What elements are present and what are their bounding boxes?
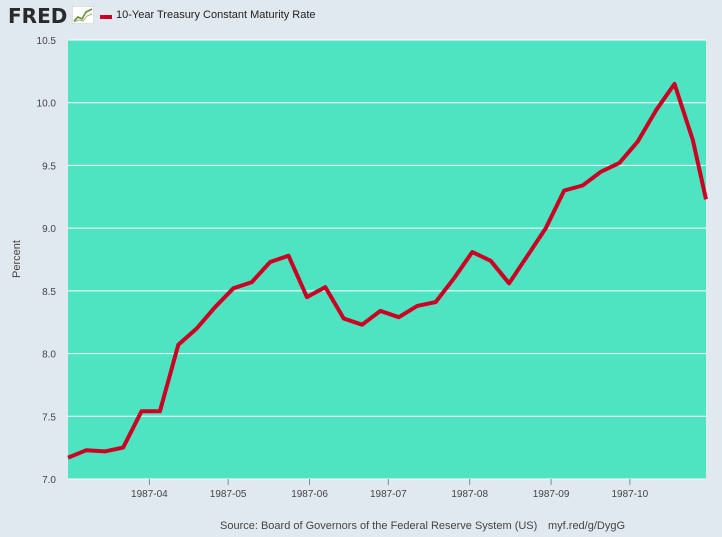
x-tick-label: 1987-05 [210,489,247,500]
y-axis-label: Percent [11,240,23,278]
x-tick-label: 1987-09 [533,489,570,500]
x-axis-ticks: 1987-04 1987-05 1987-06 1987-07 1987-08 1987-… [131,479,649,500]
chart-header: FRED 10-Year Treasury Constant Maturity … [0,0,722,34]
legend-swatch [100,15,112,19]
x-tick-label: 1987-10 [612,489,649,500]
y-tick-label: 7.0 [42,475,56,486]
source-note: Source: Board of Governors of the Federa… [220,520,538,532]
y-tick-label: 8.5 [42,287,56,298]
series-group [67,81,708,460]
short-link[interactable]: myf.red/g/DygG [548,520,626,532]
x-tick-label: 1987-06 [291,489,328,500]
x-tick-label: 1987-07 [370,489,407,500]
x-tick-label: 1987-04 [131,489,168,500]
fred-graph-icon [72,6,94,24]
series-line [67,81,708,460]
y-tick-label: 10.0 [37,99,57,110]
y-tick-label: 10.5 [37,36,57,47]
legend-label: 10-Year Treasury Constant Maturity Rate [116,9,316,21]
fred-logo[interactable]: FRED [8,4,68,28]
plot-area [68,40,706,479]
y-tick-label: 9.5 [42,161,56,172]
x-tick-label: 1987-08 [451,489,488,500]
y-tick-label: 7.5 [42,412,56,423]
grid-lines [68,39,706,480]
y-tick-label: 9.0 [42,224,56,235]
y-axis-ticks: 7.0 7.5 8.0 8.5 9.0 9.5 10.0 10.5 [37,36,57,486]
y-tick-label: 8.0 [42,350,56,361]
